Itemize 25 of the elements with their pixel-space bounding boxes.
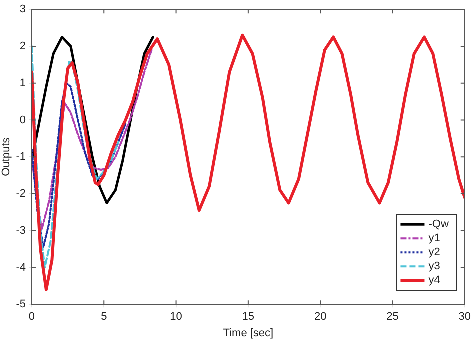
legend-label: -Qw [428, 218, 449, 231]
y-tick-label: -1 [16, 151, 26, 164]
y-tick-label: 3 [20, 4, 26, 16]
y-tick-label: -4 [16, 262, 26, 274]
x-axis-title: Time [sec] [223, 327, 274, 340]
line-series [32, 49, 153, 230]
y-axis-title: Outputs [0, 137, 13, 176]
y-tick-label: -2 [16, 188, 26, 200]
line-series [32, 82, 127, 248]
legend-label: y2 [428, 246, 440, 259]
x-tick-label: 0 [28, 311, 36, 324]
y-tick-label: -3 [16, 224, 26, 237]
y-tick-label: 0 [20, 114, 26, 126]
x-tick-label: 25 [386, 311, 399, 324]
legend-label: y4 [428, 274, 440, 287]
legend-label: y3 [428, 260, 440, 273]
x-tick-label: 20 [314, 311, 327, 324]
y-tick-label: 1 [20, 77, 26, 90]
legend-label: y1 [428, 232, 440, 245]
x-tick-label: 30 [458, 311, 472, 324]
y-tick-label: -5 [16, 298, 26, 311]
y-tick-label: 2 [20, 40, 26, 53]
x-tick-label: 10 [170, 311, 182, 324]
x-tick-label: 15 [242, 311, 255, 324]
x-tick-label: 5 [101, 311, 108, 324]
